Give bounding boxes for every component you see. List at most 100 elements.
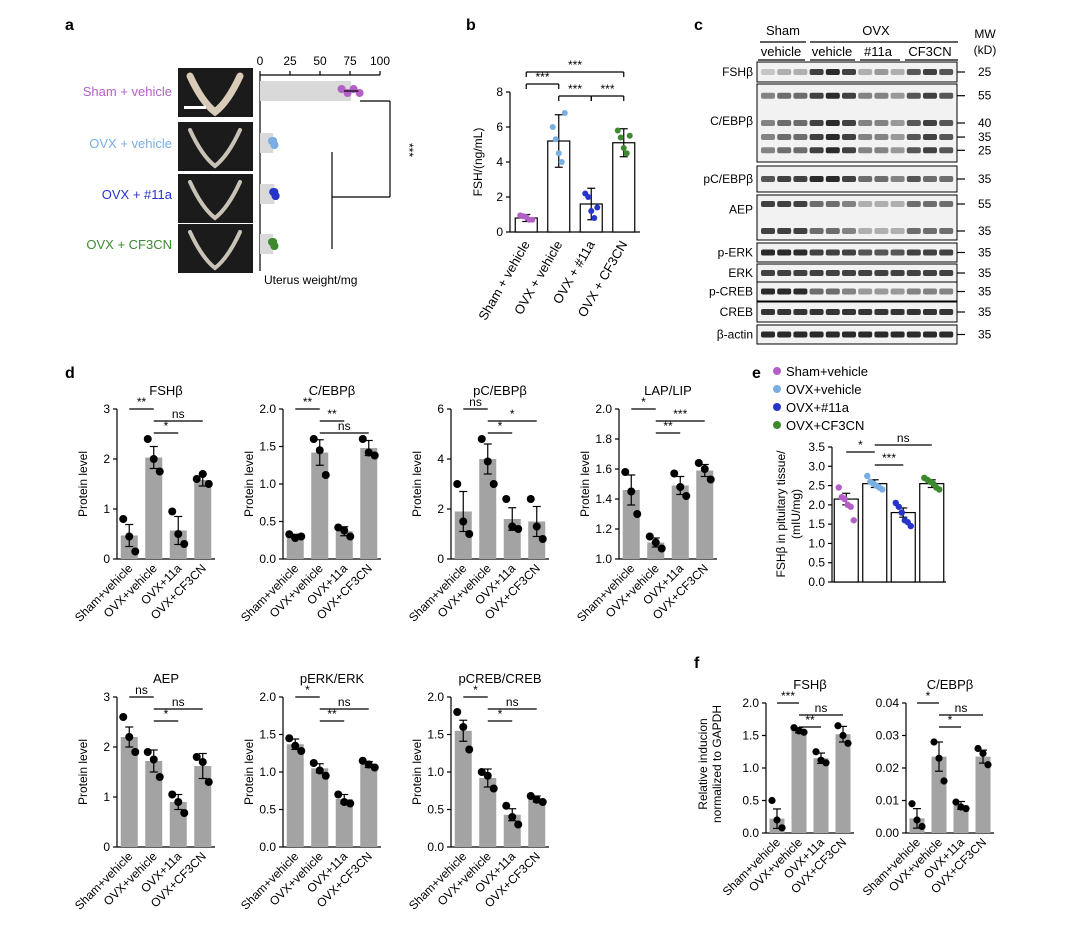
y-tick-label: 2.0: [427, 690, 444, 704]
y-tick-label: 3.5: [808, 440, 825, 454]
band: [761, 309, 775, 315]
band: [761, 92, 775, 99]
band: [923, 120, 937, 126]
band: [939, 201, 954, 207]
data-point: [180, 809, 189, 817]
band: [858, 331, 873, 338]
y-tick-label: 6: [437, 402, 444, 416]
data-point: [850, 517, 857, 524]
data-point: [514, 525, 523, 533]
y-axis-label: Protein level: [410, 739, 424, 805]
band: [793, 92, 808, 99]
header-sham: Sham: [766, 23, 800, 38]
significance-label: **: [805, 713, 815, 727]
y-tick-label: 2: [103, 452, 110, 466]
data-point: [907, 522, 914, 530]
y-tick-label: 0: [103, 552, 110, 566]
significance-label: ns: [897, 431, 910, 445]
y-tick-label: 2.0: [259, 690, 276, 704]
significance-label: *: [926, 689, 931, 703]
band: [809, 288, 824, 295]
band: [825, 201, 840, 207]
bar: [835, 734, 851, 833]
bar: [360, 448, 378, 559]
blot-label: C/EBPβ: [710, 114, 753, 128]
y-tick-label: 1.0: [259, 477, 276, 491]
band: [777, 92, 792, 99]
data-point: [812, 748, 820, 756]
band: [842, 120, 856, 126]
y-tick-label: 4: [437, 452, 444, 466]
uterus-tissue: [188, 128, 242, 169]
data-point: [346, 799, 355, 808]
y-tick-label: 1.0: [742, 761, 759, 775]
uterus-tissue: [186, 72, 244, 117]
uterus-tissue: [188, 180, 242, 221]
band: [809, 201, 824, 207]
data-point: [682, 492, 691, 500]
significance-label: ns: [338, 695, 351, 709]
data-point: [192, 753, 201, 761]
band: [777, 228, 792, 234]
band: [874, 69, 889, 75]
band: [777, 147, 792, 154]
legend-label: Sham+vehicle: [786, 364, 868, 379]
band: [842, 331, 856, 338]
panel-f-chart-2: 0.000.010.020.030.04C/EBPβSham+vehicleOV…: [860, 677, 994, 899]
band: [890, 249, 905, 256]
y-tick-label: 2.0: [742, 696, 759, 710]
data-point: [879, 486, 886, 493]
bar: [145, 761, 163, 847]
data-point: [552, 136, 559, 143]
bar: [286, 744, 304, 847]
data-point: [119, 515, 128, 523]
bar: [833, 498, 859, 583]
significance-label: ns: [135, 683, 148, 697]
data-point: [841, 495, 848, 503]
data-point: [285, 734, 294, 743]
y-axis-label: Relative inducion: [696, 718, 710, 809]
y-tick-label: 0.0: [742, 826, 759, 840]
band: [761, 120, 775, 126]
band: [890, 176, 905, 182]
data-point: [627, 487, 636, 496]
band: [809, 309, 824, 315]
y-tick-label: 1: [103, 790, 110, 804]
bar: [286, 536, 304, 559]
blot-label: p-ERK: [718, 246, 753, 260]
data-point: [143, 748, 152, 756]
data-point: [984, 761, 992, 769]
bar: [479, 778, 497, 847]
y-tick-label: 1.5: [259, 728, 276, 742]
data-point: [936, 486, 943, 493]
y-axis-label: FSH/(ng/mL): [471, 128, 485, 197]
y-tick-label: 2: [437, 502, 444, 516]
y-tick-label: 1.5: [808, 517, 825, 531]
y-tick-label: 0: [496, 225, 503, 239]
header-kd: (kD): [974, 43, 997, 57]
y-tick-label: 1.5: [259, 440, 276, 454]
mw-label: 35: [978, 328, 992, 342]
bar: [311, 768, 329, 847]
y-axis-label: Protein level: [76, 451, 90, 517]
significance-label: ns: [506, 695, 519, 709]
data-point: [778, 824, 786, 832]
y-tick-label: 0.01: [876, 794, 900, 808]
band: [825, 309, 840, 315]
significance-label: *: [498, 707, 503, 721]
panel-letter-d: d: [65, 365, 75, 382]
y-tick-label: 2: [496, 190, 503, 204]
chart-title: AEP: [153, 671, 179, 686]
band: [939, 309, 954, 315]
panel-e: Sham+vehicle OVX+vehicle OVX+#11a OVX+CF3CN: [773, 364, 868, 433]
band: [793, 201, 808, 207]
chart-title: LAP/LIP: [644, 383, 692, 398]
band: [858, 228, 873, 234]
significance-label: **: [663, 419, 673, 433]
header-ovx: OVX: [862, 23, 890, 38]
band: [809, 92, 824, 99]
y-tick-label: 0.5: [808, 556, 825, 570]
band: [858, 134, 873, 141]
